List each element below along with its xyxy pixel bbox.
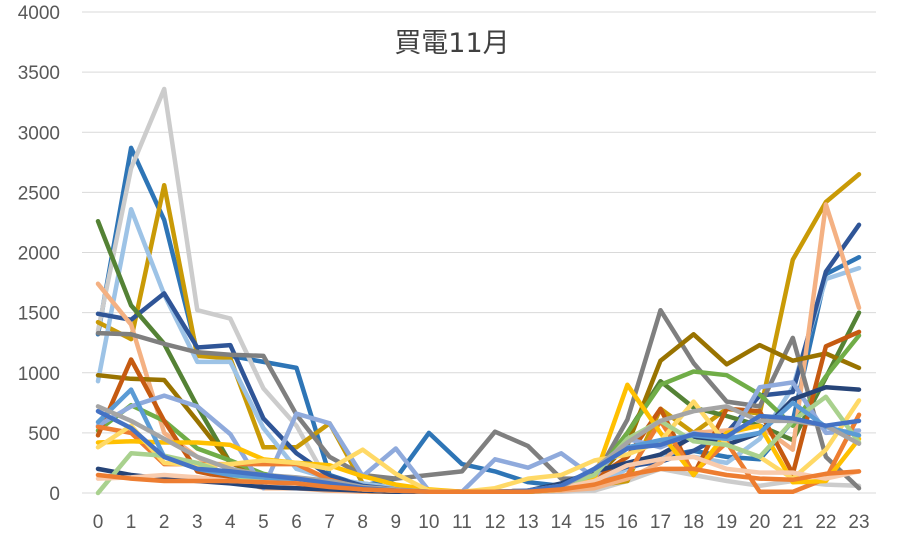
x-tick-label: 23: [848, 512, 869, 533]
x-tick-label: 8: [357, 512, 368, 533]
x-tick-label: 6: [291, 512, 302, 533]
x-tick-label: 13: [518, 512, 539, 533]
y-tick-label: 500: [28, 424, 60, 445]
y-tick-label: 2500: [18, 183, 60, 204]
series-lines: [95, 86, 862, 496]
x-tick-label: 7: [324, 512, 335, 533]
x-axis-tick-labels: 0 1 2 3 4 5 6 7 8 9 10 11 12 13 14 15 16 17 18 19 20 21 22 23: [93, 512, 870, 533]
x-tick-label: 2: [159, 512, 170, 533]
y-tick-label: 1000: [18, 364, 60, 385]
y-axis-tick-labels: 0 500 1000 1500 2000 2500 3000 3500 4000: [18, 3, 60, 505]
x-tick-label: 11: [452, 512, 472, 533]
x-tick-label: 18: [683, 512, 704, 533]
x-tick-label: 21: [782, 512, 803, 533]
x-tick-label: 14: [551, 512, 573, 533]
y-tick-label: 0: [49, 484, 60, 505]
x-tick-label: 0: [93, 512, 104, 533]
x-tick-label: 17: [650, 512, 671, 533]
chart-title: 買電11月: [394, 28, 509, 59]
x-tick-label: 1: [126, 512, 137, 533]
x-tick-label: 22: [815, 512, 836, 533]
y-tick-label: 4000: [18, 3, 60, 24]
x-tick-label: 10: [418, 512, 439, 533]
x-tick-label: 4: [225, 512, 236, 533]
x-tick-label: 5: [258, 512, 269, 533]
x-tick-label: 9: [390, 512, 401, 533]
series-line-22: [95, 466, 862, 495]
x-tick-label: 20: [749, 512, 770, 533]
y-tick-label: 1500: [18, 304, 60, 325]
x-tick-label: 12: [484, 512, 505, 533]
y-tick-label: 2000: [18, 244, 60, 265]
y-tick-label: 3500: [18, 63, 60, 84]
y-tick-label: 3000: [18, 123, 60, 144]
x-tick-label: 16: [617, 512, 638, 533]
x-tick-label: 19: [716, 512, 737, 533]
x-tick-label: 3: [192, 512, 203, 533]
x-tick-label: 15: [584, 512, 605, 533]
series-line-8: [95, 307, 862, 491]
